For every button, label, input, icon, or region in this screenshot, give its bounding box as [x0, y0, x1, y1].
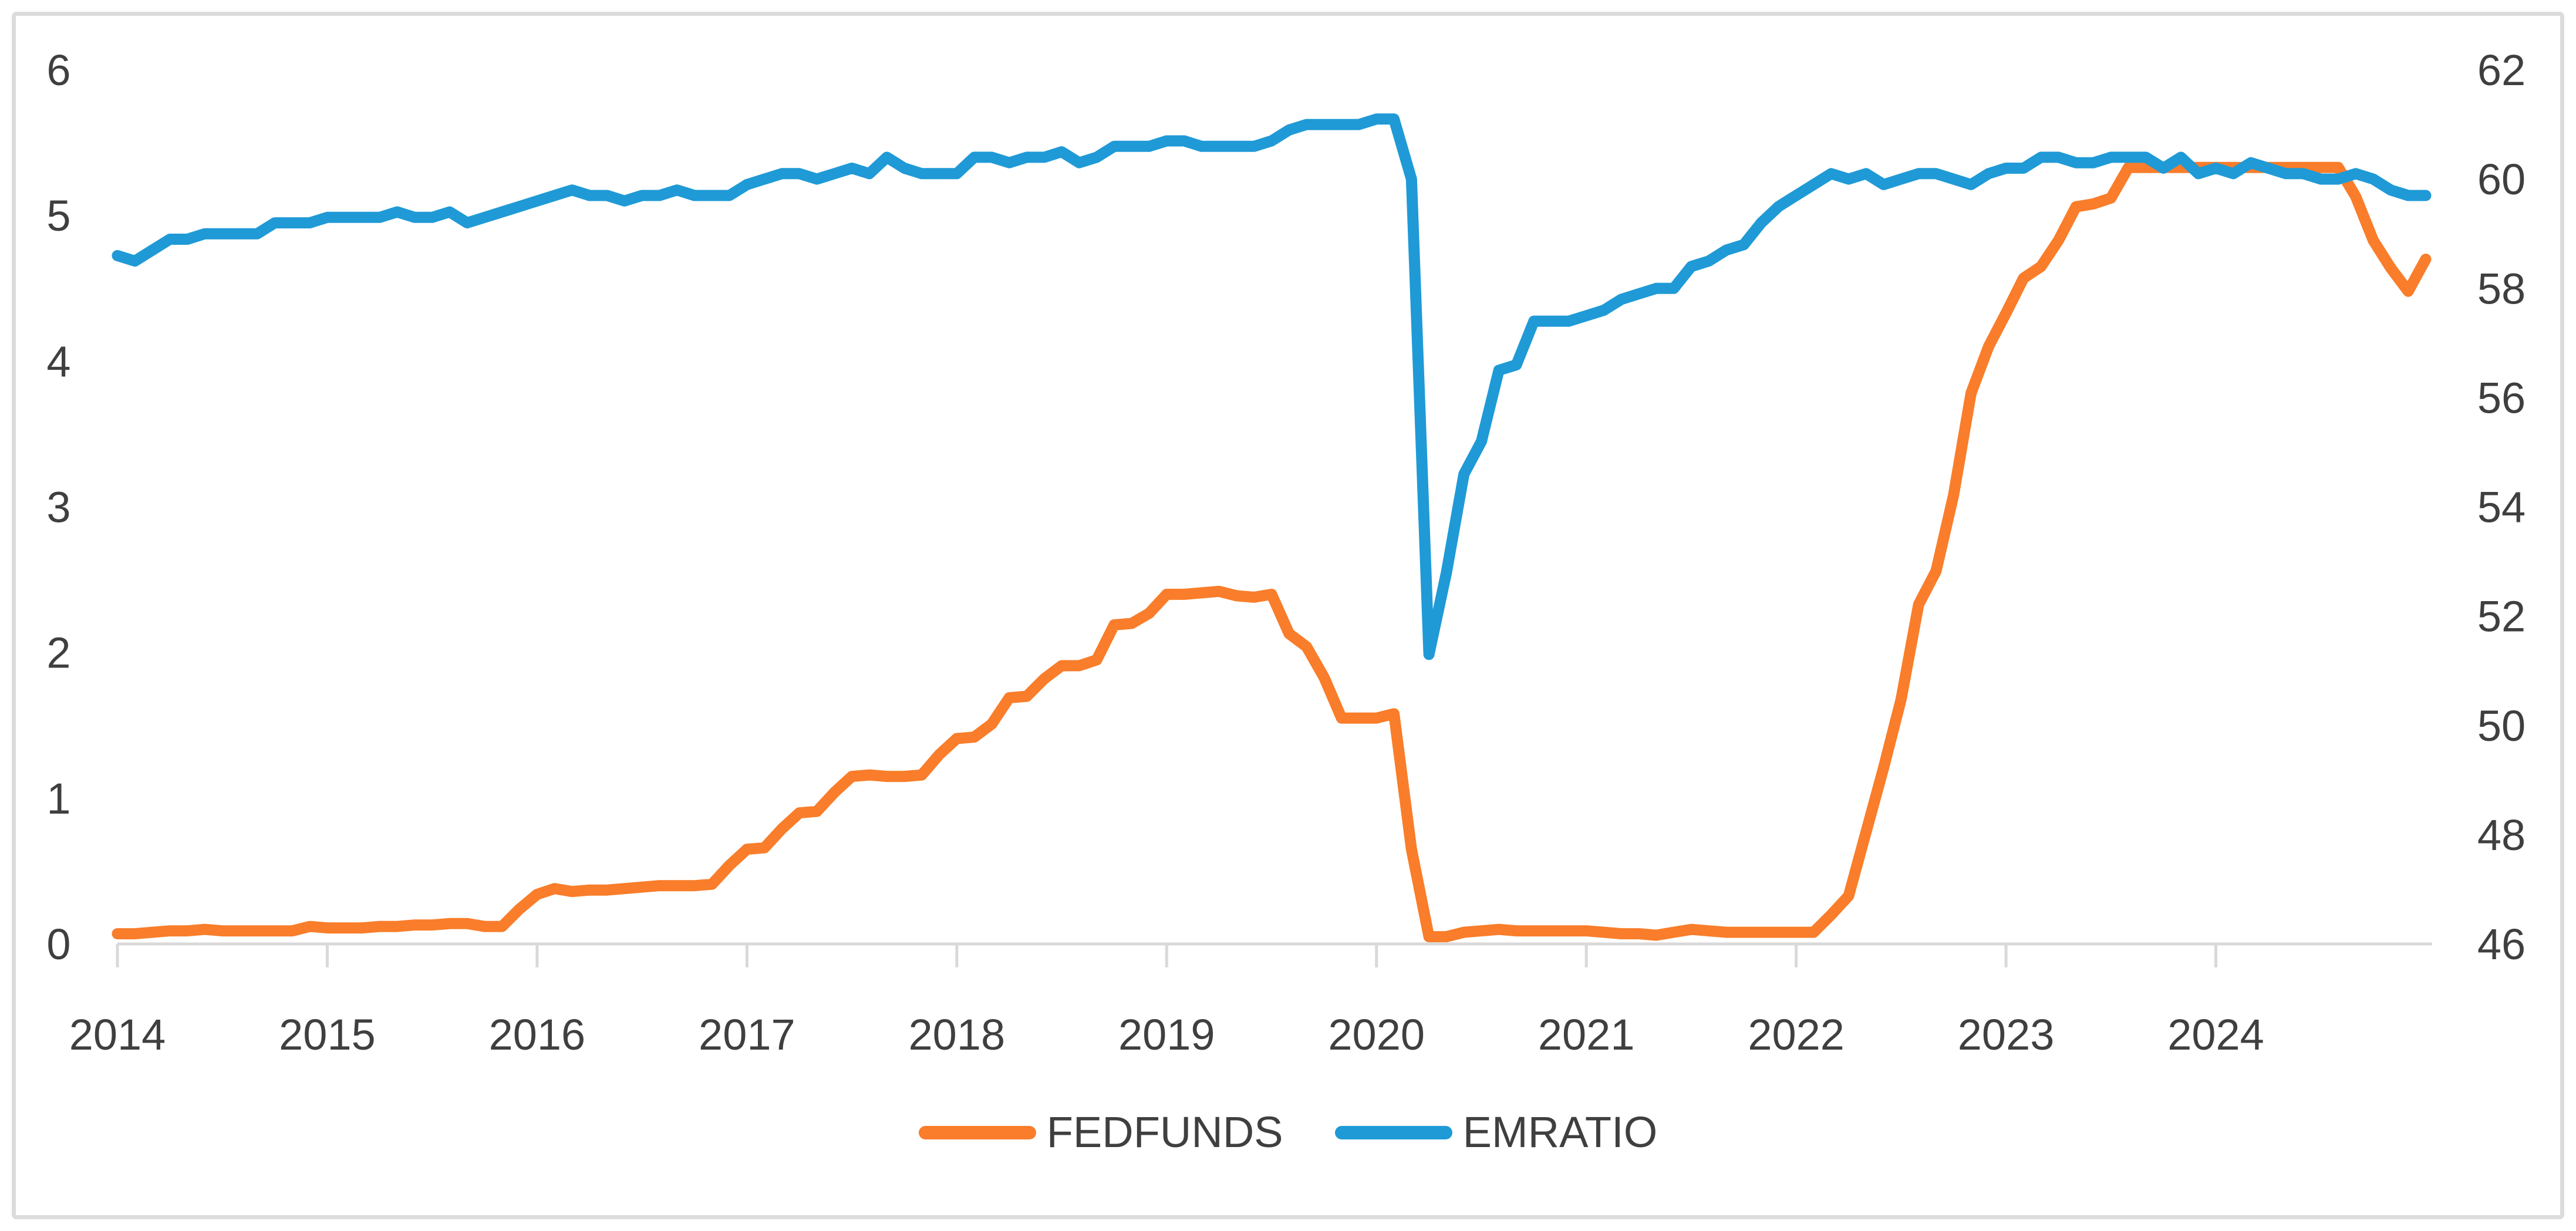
legend-swatch-emratio — [1334, 1125, 1452, 1139]
x-axis-year-label: 2014 — [69, 1010, 166, 1059]
x-axis-year-label: 2023 — [1958, 1010, 2055, 1059]
legend-label-fedfunds: FEDFUNDS — [1046, 1108, 1283, 1156]
fedfunds-line — [112, 161, 2432, 943]
emratio-line — [112, 113, 2432, 660]
right-axis-tick-label: 46 — [2477, 920, 2526, 969]
x-axis-year-label: 2019 — [1118, 1010, 1215, 1059]
x-axis-year-label: 2021 — [1538, 1010, 1635, 1059]
right-axis-tick-label: 62 — [2477, 46, 2526, 95]
left-axis-tick-label: 0 — [46, 920, 70, 969]
right-axis-tick-label: 48 — [2477, 811, 2526, 859]
legend-swatch-fedfunds — [918, 1125, 1036, 1139]
left-axis-tick-label: 4 — [46, 337, 70, 386]
x-axis-year-label: 2016 — [489, 1010, 586, 1059]
legend-item-fedfunds: FEDFUNDS — [918, 1108, 1283, 1156]
left-axis-tick-label: 3 — [46, 483, 70, 532]
x-axis-year-label: 2018 — [909, 1010, 1006, 1059]
right-axis-tick-label: 54 — [2477, 483, 2526, 532]
left-axis-tick-label: 5 — [46, 191, 70, 240]
legend-item-emratio: EMRATIO — [1334, 1108, 1658, 1156]
right-axis-tick-label: 52 — [2477, 592, 2526, 641]
x-axis-year-label: 2022 — [1748, 1010, 1845, 1059]
x-axis-year-label: 2024 — [2167, 1010, 2264, 1059]
legend-label-emratio: EMRATIO — [1462, 1108, 1658, 1156]
left-axis-tick-label: 1 — [46, 774, 70, 823]
x-axis-year-label: 2020 — [1328, 1010, 1425, 1059]
legend: FEDFUNDS EMRATIO — [0, 1106, 2576, 1159]
right-axis-tick-label: 50 — [2477, 701, 2526, 750]
left-axis-tick-label: 2 — [46, 629, 70, 677]
left-axis-tick-label: 6 — [46, 46, 70, 95]
x-axis-year-label: 2015 — [279, 1010, 376, 1059]
right-axis-tick-label: 56 — [2477, 373, 2526, 422]
right-axis-tick-label: 58 — [2477, 264, 2526, 313]
x-axis-year-label: 2017 — [699, 1010, 795, 1059]
right-axis-tick-label: 60 — [2477, 155, 2526, 204]
